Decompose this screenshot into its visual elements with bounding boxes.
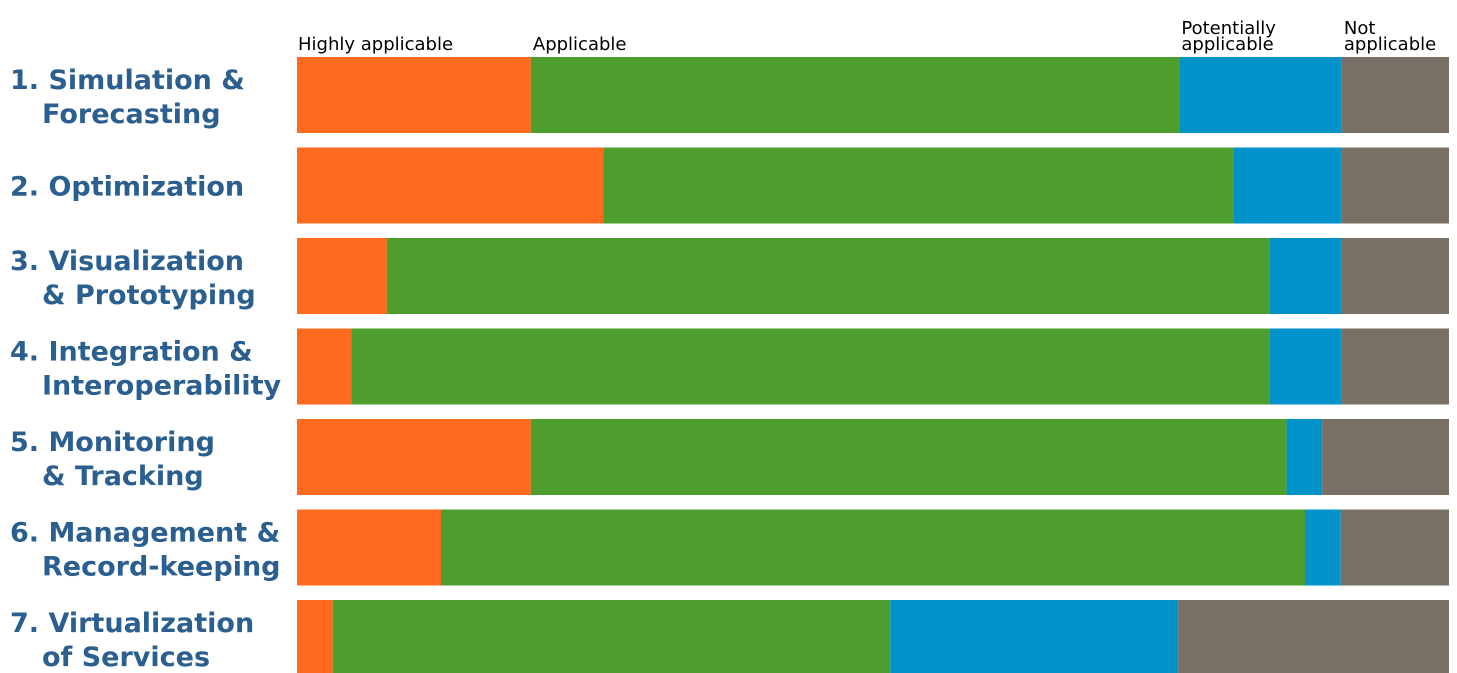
- category-label-4-line2: Interoperability: [42, 371, 282, 402]
- category-label-1-line2: Forecasting: [42, 99, 221, 130]
- category-label-7-line2: of Services: [42, 642, 210, 673]
- bar-segment-5-4: [1322, 419, 1449, 495]
- category-labels: 1. Simulation &Forecasting 2. Optimizatio…: [10, 65, 282, 673]
- bar-segment-2-1: [297, 147, 604, 224]
- bar-segment-1-1: [297, 57, 531, 133]
- legend-label-2: Applicable: [533, 34, 627, 55]
- bar-segment-5-2: [530, 419, 1287, 495]
- category-label-7: 7. Virtualization: [10, 608, 254, 639]
- bars: [297, 57, 1449, 673]
- bar-segment-7-3: [890, 600, 1179, 673]
- category-label-5: 5. Monitoring: [10, 427, 215, 458]
- bar-segment-3-1: [297, 238, 387, 314]
- category-label-3-line2: & Prototyping: [42, 280, 256, 311]
- bar-segment-7-1: [297, 600, 333, 673]
- category-label-2: 2. Optimization: [10, 172, 244, 203]
- bar-segment-2-2: [603, 147, 1234, 224]
- legend-label-3-line1: Potentially: [1181, 18, 1276, 39]
- legend-label-4-line2: applicable: [1344, 34, 1436, 55]
- category-label-4: 4. Integration &: [10, 337, 253, 368]
- bar-segment-4-3: [1269, 328, 1342, 405]
- bar-segment-1-2: [530, 57, 1180, 133]
- bar-segment-4-2: [351, 328, 1270, 405]
- bar-segment-3-4: [1341, 238, 1449, 314]
- bar-segment-3-3: [1269, 238, 1342, 314]
- legend: Highly applicable ApplicablePotentiallyap…: [298, 18, 1436, 55]
- bar-segment-3-2: [386, 238, 1270, 314]
- legend-label-3-line2: applicable: [1181, 34, 1273, 55]
- bar-segment-6-4: [1340, 509, 1449, 586]
- legend-label-1: Highly applicable: [298, 34, 453, 55]
- category-label-5-line2: & Tracking: [42, 461, 204, 492]
- bar-segment-4-1: [297, 328, 352, 405]
- category-label-6: 6. Management &: [10, 518, 280, 549]
- bar-segment-6-1: [297, 509, 441, 586]
- bar-segment-5-3: [1286, 419, 1323, 495]
- bar-segment-7-2: [332, 600, 891, 673]
- category-label-1: 1. Simulation &: [10, 65, 245, 96]
- bar-segment-1-3: [1179, 57, 1342, 133]
- legend-label-4-line1: Not: [1344, 18, 1376, 39]
- bar-segment-7-4: [1178, 600, 1449, 673]
- bar-segment-5-1: [297, 419, 531, 495]
- bar-segment-4-4: [1341, 328, 1449, 405]
- bar-segment-1-4: [1341, 57, 1449, 133]
- category-label-6-line2: Record-keeping: [42, 552, 281, 583]
- bar-segment-6-2: [441, 509, 1305, 586]
- bar-segment-6-3: [1305, 509, 1341, 586]
- bar-segment-2-4: [1341, 147, 1449, 224]
- category-label-3: 3. Visualization: [10, 246, 244, 277]
- bar-segment-2-3: [1233, 147, 1342, 224]
